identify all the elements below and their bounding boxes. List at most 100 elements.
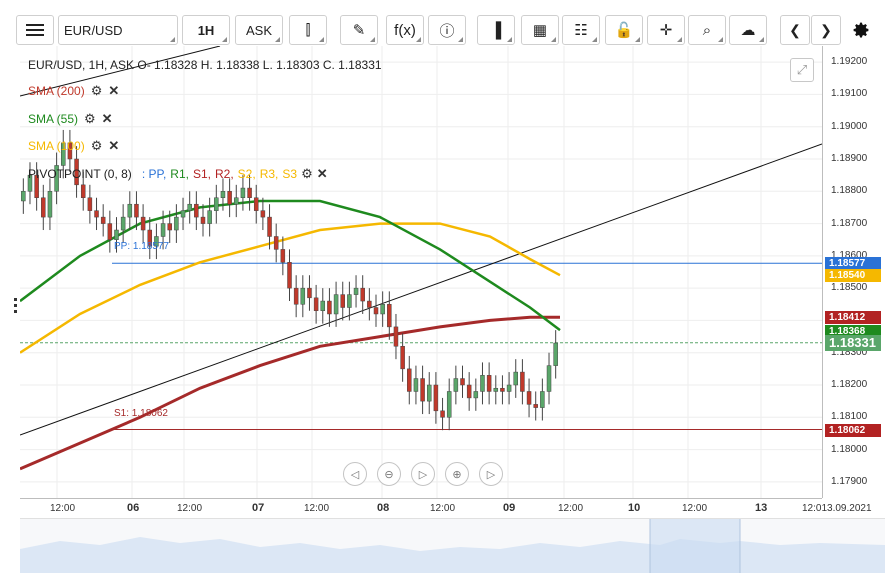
time-tick-label: 12:00 — [50, 503, 76, 514]
indicator-label-sma100: SMA (100) — [28, 139, 85, 153]
time-tick-label: 12:00 — [304, 503, 330, 514]
candle-body — [214, 197, 219, 211]
price-tick-label: 1.19000 — [831, 120, 868, 132]
zoom-in-button[interactable]: ⊕ — [445, 462, 469, 486]
symbol-select[interactable]: EUR/USD — [58, 15, 178, 45]
close-icon[interactable]: ✕ — [316, 166, 328, 181]
info-icon: ⓘ — [439, 22, 455, 40]
gear-icon[interactable]: ⚙ — [301, 166, 313, 181]
candle-body — [207, 210, 212, 224]
candle-body — [94, 210, 99, 218]
candle-body — [353, 287, 359, 295]
candle-body — [74, 158, 79, 186]
expand-icon: ⤢ — [796, 62, 808, 77]
gear-icon[interactable]: ⚙ — [84, 111, 96, 126]
price-axis[interactable]: 1.19200 1.19100 1.19000 1.18900 1.18800 1.187… — [822, 46, 885, 498]
candle-body — [100, 216, 106, 224]
zoom-out-button[interactable]: ⊖ — [377, 462, 401, 486]
candle-body — [546, 365, 552, 392]
candle-body — [67, 142, 73, 160]
interval-select[interactable]: 1H — [182, 15, 230, 45]
reset-zoom-button[interactable]: ▷ — [411, 462, 435, 486]
candle-body — [147, 229, 153, 247]
next-button[interactable]: ❯ — [811, 15, 841, 45]
sma200-line — [20, 315, 560, 471]
zoom-out-icon: ⊖ — [384, 468, 394, 481]
candle-body — [393, 326, 399, 347]
candle-body — [433, 384, 439, 412]
menu-button[interactable] — [16, 15, 54, 45]
expand-button[interactable]: ⤢ — [790, 58, 814, 82]
candle-body — [220, 191, 226, 198]
price-tick-label: 1.18000 — [831, 443, 868, 455]
candle-body — [473, 391, 479, 399]
crosshair-button[interactable]: ✛ — [647, 15, 685, 45]
candle-type-button[interactable]: ⫿ — [289, 15, 327, 45]
close-icon[interactable]: ✕ — [108, 83, 120, 98]
candle-body — [34, 174, 39, 198]
candle-body — [307, 287, 312, 299]
price-type-select[interactable]: ASK — [235, 15, 283, 45]
candle-body — [27, 174, 33, 192]
calendar-button[interactable]: ▦ — [521, 15, 559, 45]
zoom-search-button[interactable]: ⌕ — [688, 15, 726, 45]
candle-body — [526, 391, 532, 405]
reset-zoom-icon: ▷ — [418, 468, 428, 481]
candle-body — [87, 197, 93, 211]
price-tick-label: 1.19100 — [831, 88, 868, 100]
lock-button[interactable]: 🔓 — [605, 15, 643, 45]
panel-resize-handle[interactable] — [14, 298, 18, 316]
trendline — [20, 143, 822, 436]
cloud-upload-button[interactable]: ☁ — [729, 15, 767, 45]
crosshair-icon: ✛ — [659, 22, 673, 39]
scroll-right-button[interactable]: ▷ — [479, 462, 503, 486]
time-tick-label: 08 — [377, 502, 390, 514]
candle-body — [280, 249, 286, 263]
pivot-part: R1, — [170, 167, 189, 181]
candle-body — [460, 378, 465, 386]
candle-body — [114, 229, 119, 240]
prev-button[interactable]: ❮ — [780, 15, 810, 45]
chart-canvas[interactable] — [20, 46, 822, 498]
pivot-part: R3, — [259, 167, 279, 181]
price-tick-label: 1.18300 — [831, 346, 868, 358]
candle-body — [440, 410, 445, 418]
lock-icon: 🔓 — [614, 22, 634, 39]
candle-body — [227, 191, 232, 205]
candle-body — [174, 216, 179, 231]
candle-body — [127, 203, 133, 218]
close-icon[interactable]: ✕ — [108, 138, 120, 153]
indicator-label-sma55: SMA (55) — [28, 112, 79, 126]
close-icon[interactable]: ✕ — [101, 111, 113, 126]
draw-pen-button[interactable]: ✎ — [340, 15, 378, 45]
time-axis[interactable]: 12:00 06 12:00 07 12:00 08 12:00 09 12:00 10 12:00… — [20, 498, 872, 518]
candle-body — [500, 387, 505, 392]
draw-pen-icon: ✎ — [352, 22, 366, 39]
gear-icon[interactable]: ⚙ — [90, 83, 103, 98]
indicator-row-pivot: PIVOTPOINT (0, 8) : PP, R1, S1, R2, S2, … — [28, 166, 328, 182]
time-tick-label: 12:00 — [430, 503, 456, 514]
info-button[interactable]: ⓘ — [428, 15, 466, 45]
candle-body — [273, 236, 279, 250]
volume-bars-button[interactable]: ▐ — [477, 15, 515, 45]
chevron-left-icon: ❮ — [789, 21, 801, 38]
gear-icon[interactable]: ⚙ — [90, 138, 103, 153]
candle-body — [287, 262, 292, 289]
function-button[interactable]: f(x) — [386, 15, 424, 45]
navigator[interactable] — [20, 518, 885, 573]
pivot-part: S2, — [237, 167, 256, 181]
indicator-row-sma55: SMA (55) ⚙ ✕ — [28, 111, 113, 127]
settings-button[interactable] — [846, 15, 876, 45]
candle-body — [540, 391, 545, 408]
scroll-left-button[interactable]: ◁ — [343, 462, 367, 486]
scroll-right-icon: ▷ — [486, 468, 496, 481]
price-chart[interactable] — [20, 46, 822, 498]
indicator-label-pivot: PIVOTPOINT (0, 8) — [28, 167, 132, 181]
candle-body — [134, 203, 139, 218]
calendar-icon: ▦ — [532, 22, 548, 39]
news-button[interactable]: ☷ — [562, 15, 600, 45]
gear-icon — [853, 22, 869, 38]
interval-label: 1H — [197, 22, 215, 38]
price-tick-label: 1.18900 — [831, 153, 868, 164]
candle-body — [313, 297, 319, 311]
